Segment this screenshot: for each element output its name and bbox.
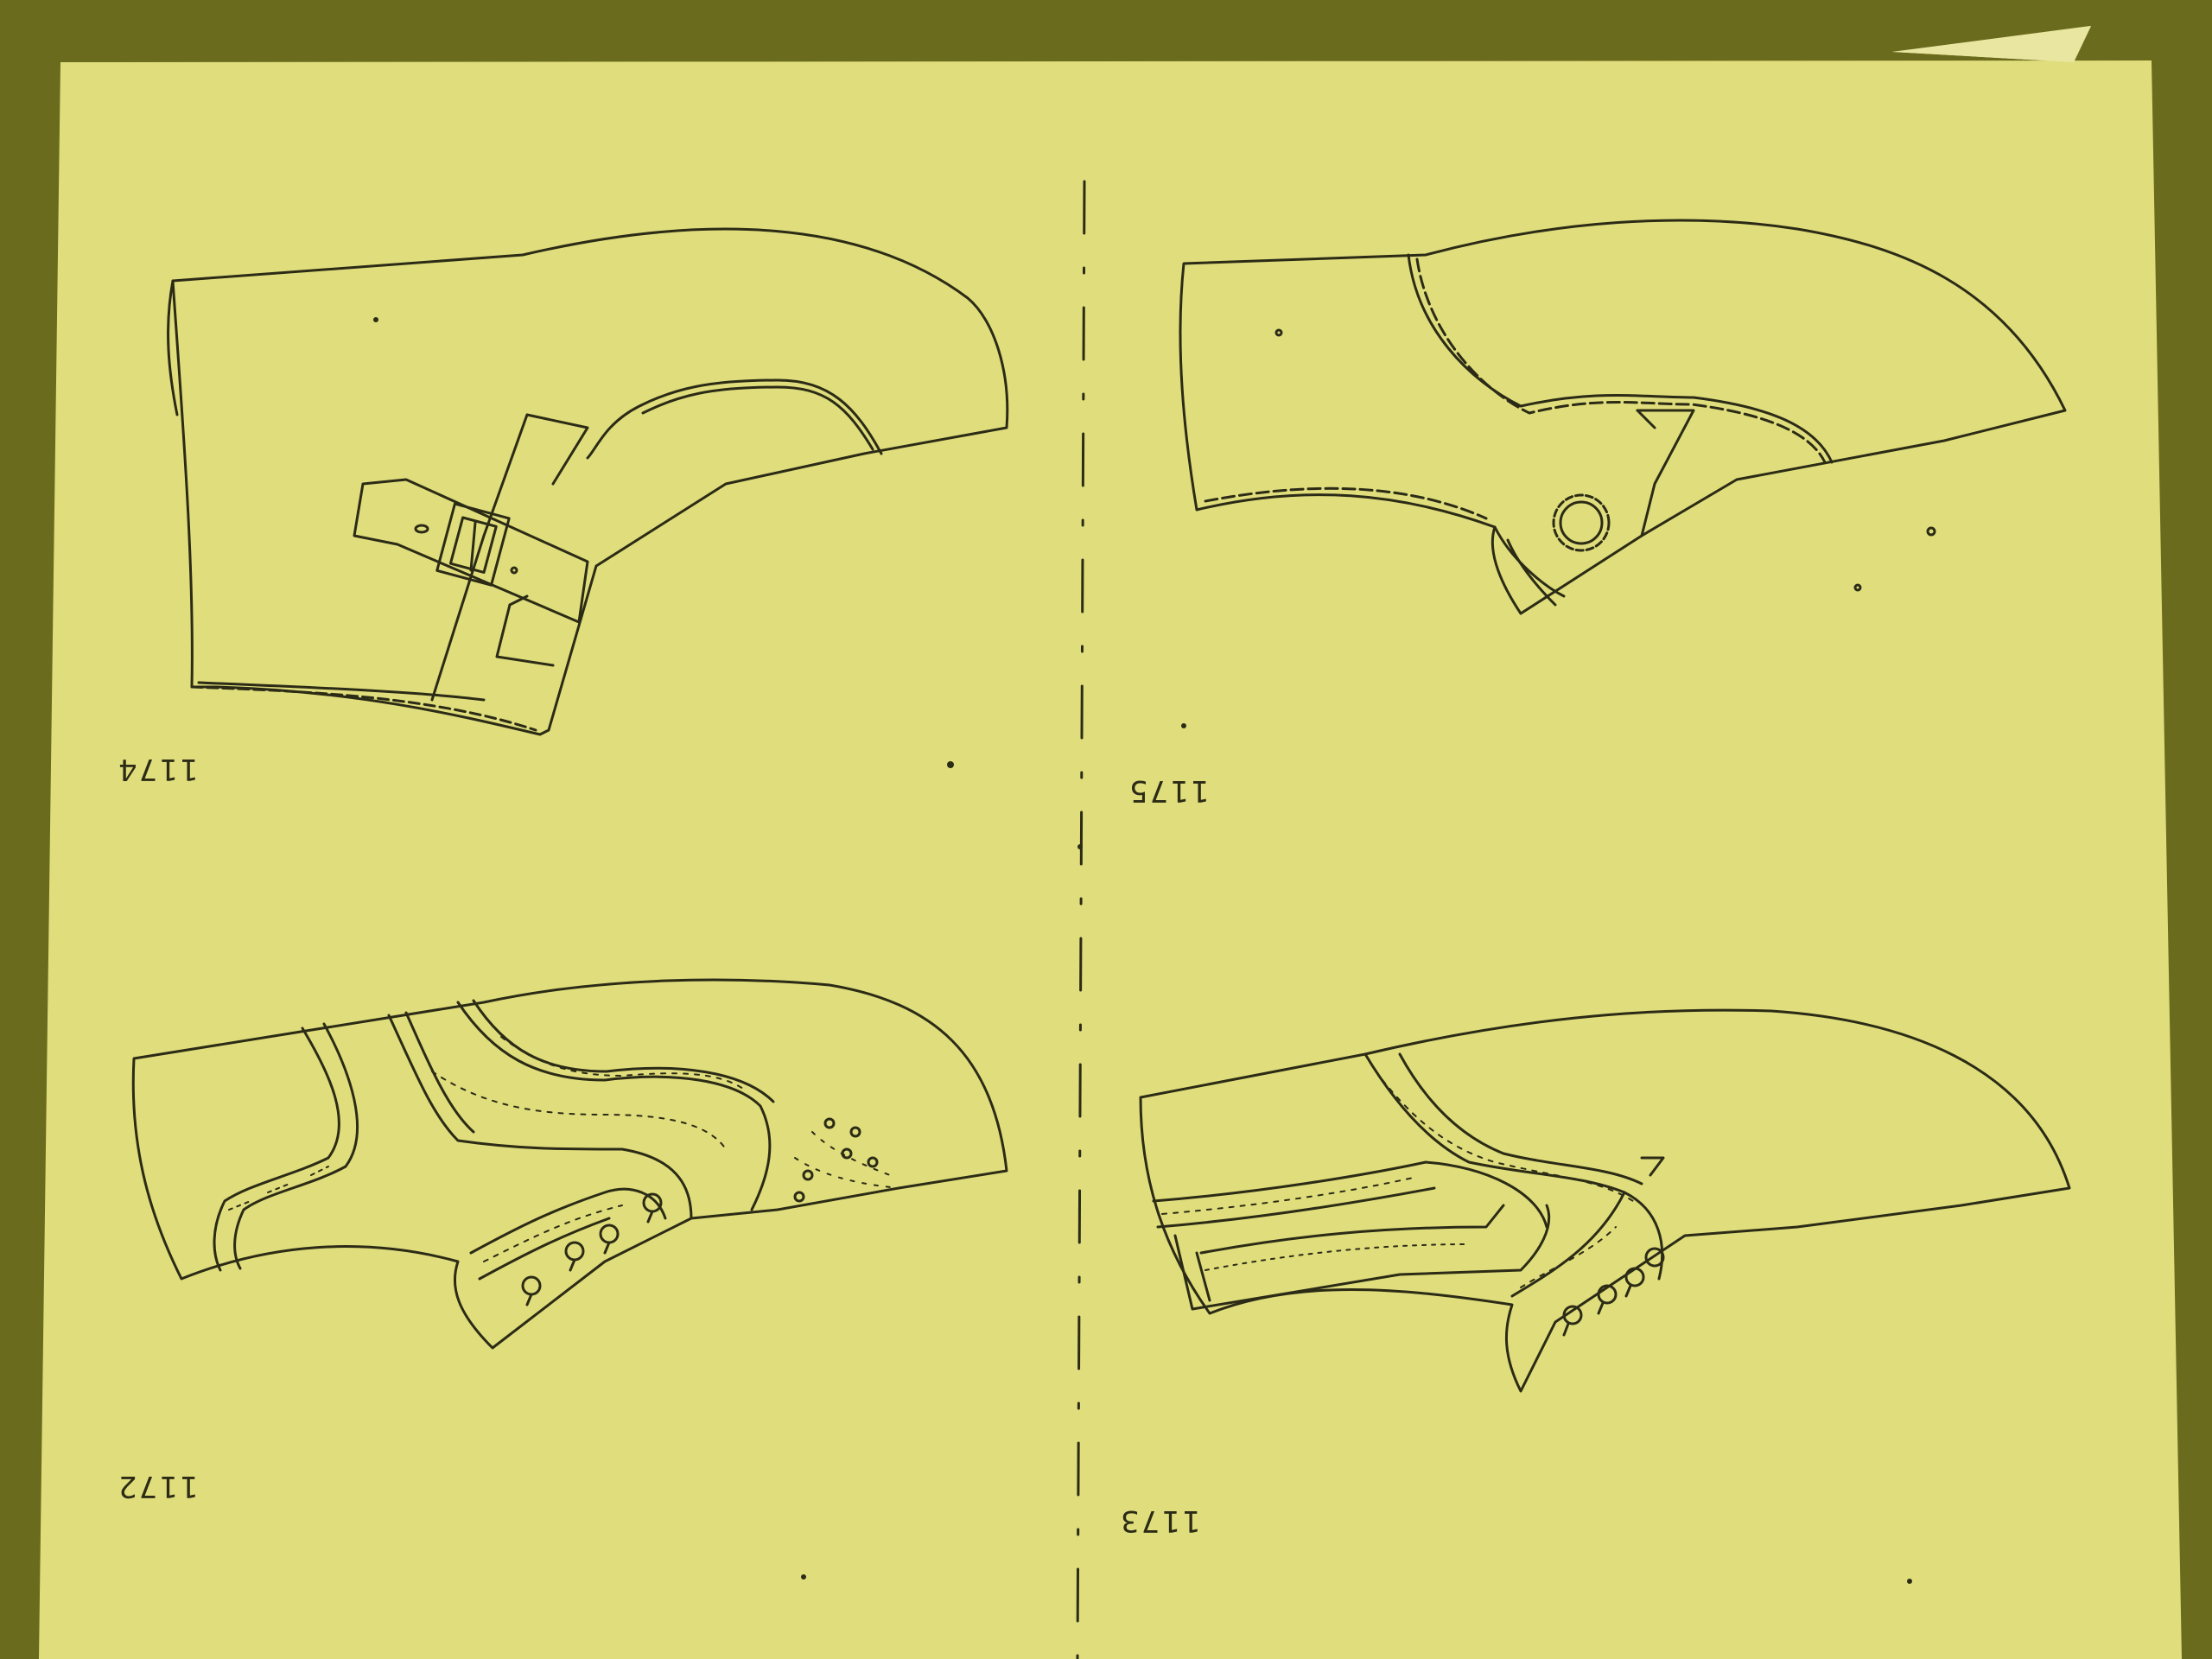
pattern-number-1175: 1175 xyxy=(1128,773,1210,808)
pattern-number-1174: 1174 xyxy=(117,752,199,786)
paper-sheet xyxy=(39,60,2182,1659)
pattern-1175-drawing xyxy=(1179,219,2067,615)
pattern-1174-drawing xyxy=(167,227,1009,736)
button-motif xyxy=(1559,500,1604,545)
pattern-1173-drawing xyxy=(1139,1008,2071,1393)
pattern-number-1173: 1173 xyxy=(1119,1503,1201,1538)
pattern-number-1172: 1172 xyxy=(117,1469,199,1503)
pattern-1172-drawing xyxy=(131,978,1008,1350)
